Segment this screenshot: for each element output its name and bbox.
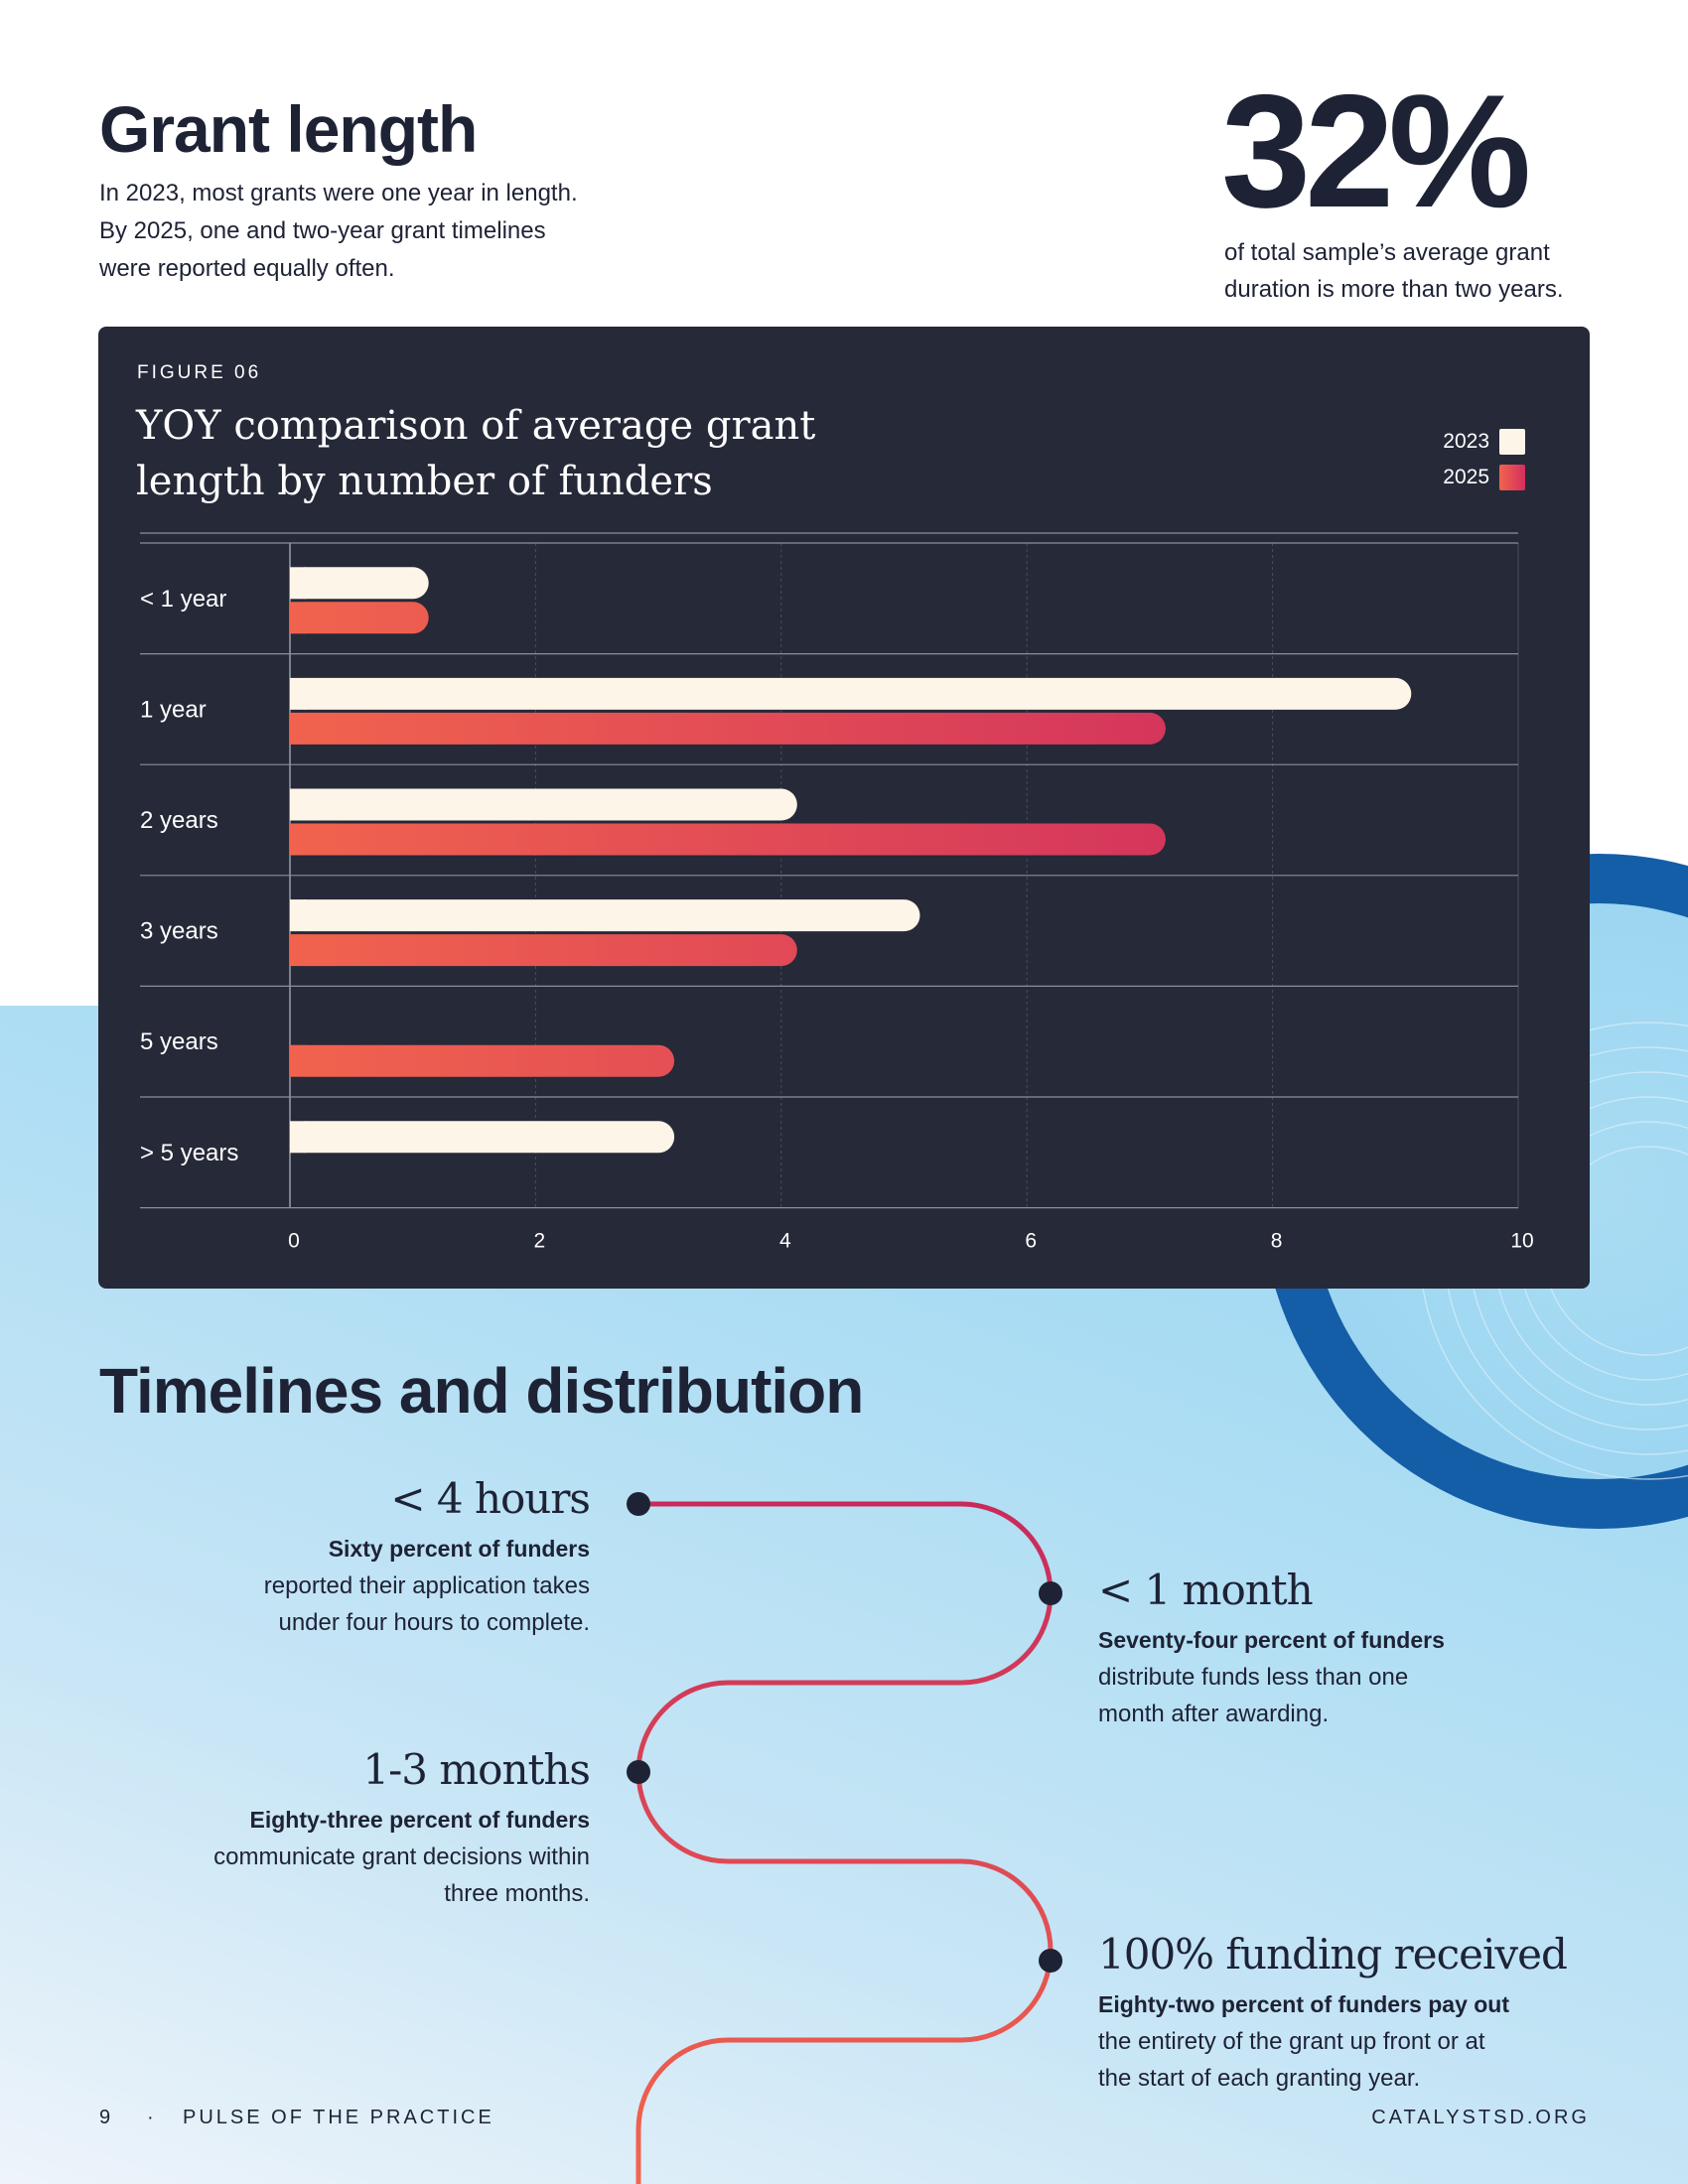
intro-line: In 2023, most grants were one year in le… xyxy=(99,180,578,206)
bar-2023-base xyxy=(290,567,306,600)
bar-2023 xyxy=(290,567,429,600)
timeline-dot xyxy=(1039,1581,1062,1605)
bar-2023 xyxy=(290,1121,675,1154)
milestone-text-line: the entirety of the grant up front or at xyxy=(1098,2028,1485,2055)
legend-label: 2023 xyxy=(1443,430,1489,453)
bar-2025 xyxy=(290,602,429,634)
milestone-text-line: three months. xyxy=(444,1880,590,1907)
category-label: 2 years xyxy=(140,807,218,834)
bar-2025-base xyxy=(290,602,306,634)
milestone-1-3-months: 1-3 months Eighty-three percent of funde… xyxy=(213,1744,591,1912)
footer-publication: PULSE OF THE PRACTICE xyxy=(183,2107,494,2128)
x-tick-label: 6 xyxy=(1025,1230,1037,1253)
legend-item-2023: 2023 xyxy=(1443,424,1525,460)
category-label: > 5 years xyxy=(140,1140,238,1166)
x-tick-label: 0 xyxy=(288,1230,300,1253)
intro-line: were reported equally often. xyxy=(99,255,395,282)
milestone-heading: < 1 month xyxy=(1098,1566,1314,1614)
category-label: < 1 year xyxy=(140,586,226,613)
category-label: 5 years xyxy=(140,1028,218,1055)
timeline-dot xyxy=(627,1760,650,1784)
bar-2025-base xyxy=(290,712,306,745)
milestone-text-line: under four hours to complete. xyxy=(278,1609,590,1636)
bar-2025 xyxy=(290,934,797,967)
bar-2025-base xyxy=(290,934,306,967)
big-stat-value: 32% xyxy=(1221,62,1531,241)
x-tick-label: 10 xyxy=(1510,1230,1533,1253)
bar-2023-base xyxy=(290,677,306,710)
bar-2025 xyxy=(290,712,1166,745)
milestone-text-line: the start of each granting year. xyxy=(1098,2065,1421,2092)
intro-paragraph: In 2023, most grants were one year in le… xyxy=(99,175,655,288)
milestone-text-line: distribute funds less than one xyxy=(1098,1664,1409,1691)
milestone-text-line: reported their application takes xyxy=(263,1572,590,1599)
legend-swatch-gradient xyxy=(1499,465,1525,490)
milestone-under-4-hours: < 4 hours Sixty percent of funders repor… xyxy=(263,1473,591,1641)
timeline-dot xyxy=(627,1492,650,1516)
footer-website: CATALYSTSD.ORG xyxy=(1371,2107,1590,2128)
bar-2023 xyxy=(290,677,1412,710)
bar-2023-base xyxy=(290,1121,306,1154)
milestone-full-funding: 100% funding received Eighty-two percent… xyxy=(1098,1929,1568,2097)
bar-2023-base xyxy=(290,899,306,932)
milestone-heading: 1-3 months xyxy=(362,1745,591,1794)
stat-caption: of total sample’s average grant duration… xyxy=(1224,234,1641,308)
milestone-highlight: Seventy-four percent of funders xyxy=(1098,1627,1445,1653)
timeline-dot xyxy=(1039,1949,1062,1973)
stat-caption-line: duration is more than two years. xyxy=(1224,276,1564,303)
milestone-heading: 100% funding received xyxy=(1098,1930,1568,1979)
footer-page-number: 9 xyxy=(99,2107,114,2128)
footer-separator: · xyxy=(147,2107,157,2128)
section-title: Timelines and distribution xyxy=(99,1355,864,1427)
chart-legend: 2023 2025 xyxy=(1443,424,1525,495)
milestone-highlight: Eighty-three percent of funders xyxy=(249,1807,590,1833)
chart-title-line: YOY comparison of average grant xyxy=(136,403,816,449)
category-label: 1 year xyxy=(140,696,207,723)
milestone-under-1-month: < 1 month Seventy-four percent of funder… xyxy=(1098,1565,1445,1732)
milestone-highlight: Sixty percent of funders xyxy=(328,1536,590,1562)
category-label: 3 years xyxy=(140,918,218,945)
legend-item-2025: 2025 xyxy=(1443,460,1525,495)
bar-2025-base xyxy=(290,1044,306,1077)
legend-label: 2025 xyxy=(1443,466,1489,488)
milestone-heading: < 4 hours xyxy=(390,1474,591,1523)
page-title: Grant length xyxy=(99,92,478,166)
bar-chart: 0 2 4 6 8 10 < 1 year 1 year 2 years 3 years 5 yea… xyxy=(140,532,1534,1253)
milestone-text-line: month after awarding. xyxy=(1098,1701,1330,1727)
stat-caption-line: of total sample’s average grant xyxy=(1224,239,1550,266)
bar-2025 xyxy=(290,823,1166,856)
bar-2023-base xyxy=(290,788,306,821)
milestone-highlight: Eighty-two percent of funders pay out xyxy=(1098,1991,1510,2017)
x-tick-label: 8 xyxy=(1271,1230,1283,1253)
bar-2023 xyxy=(290,788,797,821)
chart-title: YOY comparison of average grant length b… xyxy=(136,398,851,509)
x-tick-label: 4 xyxy=(779,1230,791,1253)
bar-2025 xyxy=(290,1044,675,1077)
timeline-path xyxy=(635,1501,1054,2184)
figure-label: FIGURE 06 xyxy=(137,362,262,383)
milestone-text-line: communicate grant decisions within xyxy=(213,1843,590,1870)
chart-card: FIGURE 06 YOY comparison of average gran… xyxy=(98,327,1590,1289)
bar-2023 xyxy=(290,899,920,932)
legend-swatch-cream xyxy=(1499,429,1525,455)
intro-line: By 2025, one and two-year grant timeline… xyxy=(99,217,546,244)
x-tick-label: 2 xyxy=(534,1230,546,1253)
chart-title-line: length by number of funders xyxy=(136,459,713,504)
bar-2025-base xyxy=(290,823,306,856)
